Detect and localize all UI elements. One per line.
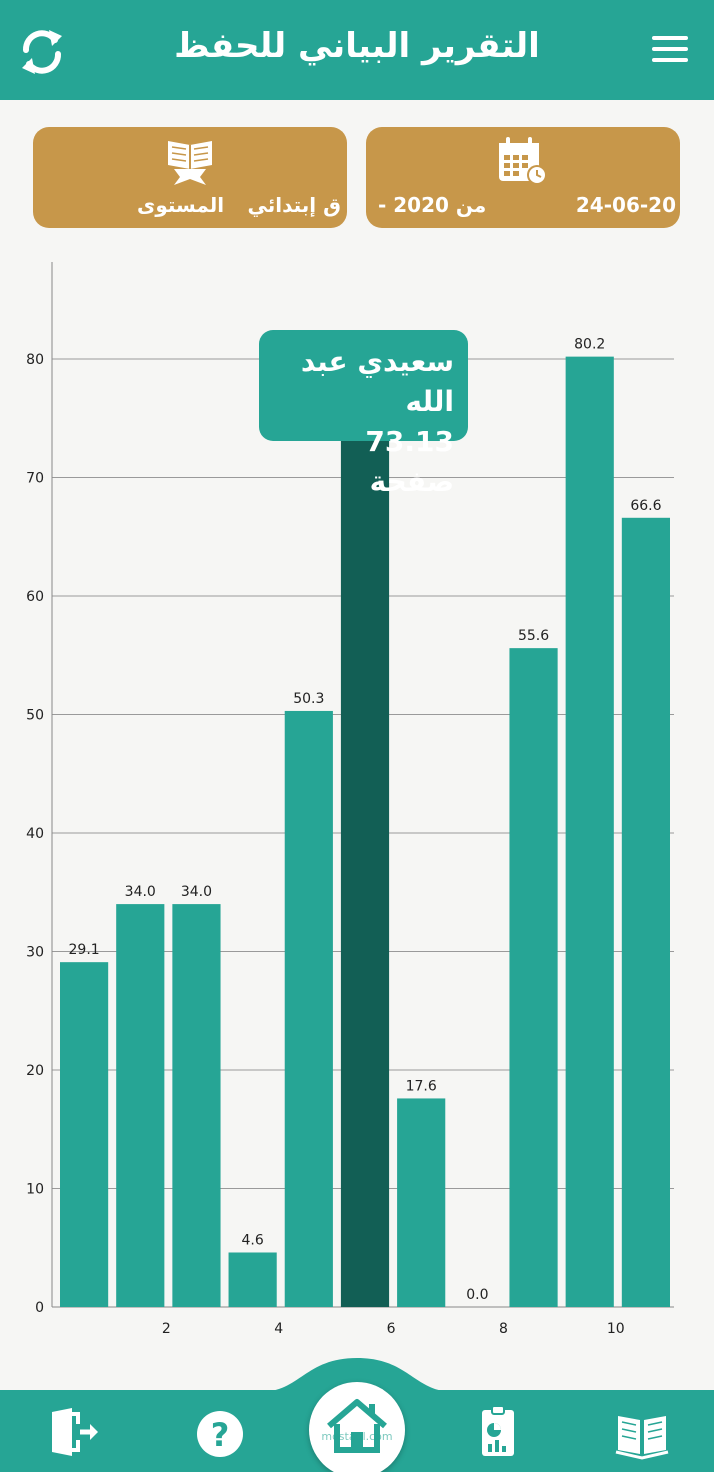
y-tick-label: 0 bbox=[35, 1300, 44, 1316]
tooltip-value: 73.13 صفحة bbox=[365, 425, 454, 498]
app-header: التقرير البياني للحفظ bbox=[0, 0, 714, 100]
bar-value-label: 29.1 bbox=[69, 942, 100, 958]
level-value: ق إبتدائي bbox=[247, 193, 341, 217]
y-tick-label: 70 bbox=[26, 471, 44, 487]
refresh-button[interactable] bbox=[16, 26, 68, 78]
menu-bar bbox=[652, 36, 688, 40]
bar-value-label: 17.6 bbox=[406, 1078, 437, 1094]
menu-bar bbox=[652, 47, 688, 51]
x-tick-label: 2 bbox=[162, 1321, 171, 1337]
home-icon bbox=[327, 1399, 387, 1453]
x-tick-label: 8 bbox=[499, 1321, 508, 1337]
date-value: 24-06-20 bbox=[575, 193, 676, 217]
bar-value-label: 55.6 bbox=[518, 628, 549, 644]
date-from-label: من 2020 - bbox=[378, 193, 487, 217]
home-button[interactable] bbox=[309, 1382, 405, 1472]
y-tick-label: 10 bbox=[26, 1182, 44, 1198]
help-button[interactable]: ? bbox=[192, 1404, 248, 1460]
chart-bar bbox=[397, 1098, 446, 1307]
bar-chart: 0 10 20 30 40 50 60 70 80 29.1 34.0 34.0 4.6 50.3 17.6… bbox=[26, 262, 674, 1337]
bar-value-label: 50.3 bbox=[293, 691, 324, 707]
chart-bar bbox=[116, 904, 165, 1307]
book-icon bbox=[615, 1416, 669, 1460]
y-tick-label: 40 bbox=[26, 826, 44, 842]
page-title: التقرير البياني للحفظ bbox=[174, 26, 540, 66]
menu-button[interactable] bbox=[652, 36, 688, 66]
bar-value-label: 34.0 bbox=[125, 884, 156, 900]
bottom-nav-curve bbox=[260, 1358, 454, 1392]
y-tick-label: 50 bbox=[26, 708, 44, 724]
quran-icon bbox=[168, 141, 212, 185]
date-card[interactable]: من 2020 - 24-06-20 bbox=[366, 127, 680, 228]
report-button[interactable] bbox=[470, 1404, 526, 1460]
bar-value-label: 4.6 bbox=[242, 1232, 264, 1248]
x-tick-label: 6 bbox=[387, 1321, 396, 1337]
x-tick-label: 10 bbox=[607, 1321, 625, 1337]
chart-bar bbox=[509, 648, 558, 1307]
bar-tooltip: سعيدي عبد الله 73.13 صفحة bbox=[259, 330, 468, 498]
chart-bar bbox=[621, 517, 670, 1307]
chart-bar bbox=[228, 1252, 277, 1307]
chart-bar bbox=[284, 710, 333, 1307]
calendar-icon bbox=[499, 137, 547, 185]
y-tick-label: 60 bbox=[26, 589, 44, 605]
y-tick-label: 30 bbox=[26, 945, 44, 961]
svg-text:?: ? bbox=[211, 1416, 230, 1454]
refresh-icon bbox=[22, 30, 62, 74]
watermark: mostaql.com bbox=[321, 1430, 393, 1443]
chart-bar bbox=[60, 962, 109, 1307]
bar-value-label: 34.0 bbox=[181, 884, 212, 900]
chart-bar bbox=[340, 440, 390, 1307]
logout-icon bbox=[52, 1408, 98, 1456]
chart-bar bbox=[565, 356, 614, 1307]
bar-value-label: 66.6 bbox=[630, 498, 661, 514]
book-button[interactable] bbox=[614, 1404, 670, 1460]
level-label: المستوى bbox=[137, 193, 225, 217]
level-card[interactable]: المستوى ق إبتدائي bbox=[33, 127, 347, 228]
bar-value-label: 80.2 bbox=[574, 337, 605, 353]
menu-bar bbox=[652, 58, 688, 62]
chart-bar bbox=[172, 904, 221, 1307]
y-tick-label: 20 bbox=[26, 1063, 44, 1079]
logout-button[interactable] bbox=[44, 1404, 100, 1460]
report-icon bbox=[482, 1405, 514, 1456]
help-icon: ? bbox=[197, 1411, 243, 1457]
y-tick-label: 80 bbox=[26, 352, 44, 368]
tooltip-name: سعيدي عبد الله bbox=[300, 345, 454, 418]
x-tick-label: 4 bbox=[274, 1321, 283, 1337]
bar-value-label: 0.0 bbox=[466, 1287, 488, 1303]
